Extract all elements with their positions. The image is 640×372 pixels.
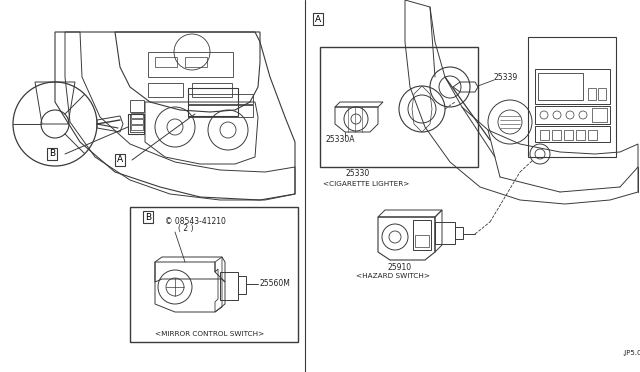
Bar	[131, 113, 143, 118]
Bar	[130, 114, 144, 132]
Bar	[188, 94, 253, 104]
Text: ( 2 ): ( 2 )	[178, 224, 193, 234]
Bar	[435, 222, 455, 244]
Bar	[192, 83, 232, 97]
Bar	[592, 108, 607, 122]
Bar	[588, 88, 596, 100]
Bar	[455, 227, 463, 239]
Bar	[415, 235, 429, 247]
Bar	[185, 57, 207, 67]
Text: 25560M: 25560M	[260, 279, 291, 289]
Text: 25910: 25910	[388, 263, 412, 272]
Bar	[576, 130, 585, 140]
Text: A: A	[315, 15, 321, 23]
Bar	[188, 105, 253, 117]
Bar	[130, 100, 144, 112]
Text: <HAZARD SWITCH>: <HAZARD SWITCH>	[356, 273, 430, 279]
Text: 25339: 25339	[494, 73, 518, 81]
Bar	[148, 52, 233, 77]
Bar	[538, 73, 583, 100]
Text: 25330A: 25330A	[325, 135, 355, 144]
Text: A: A	[117, 155, 123, 164]
Bar	[535, 126, 610, 142]
Bar	[540, 130, 549, 140]
Text: <MIRROR CONTROL SWITCH>: <MIRROR CONTROL SWITCH>	[155, 331, 264, 337]
Bar	[220, 272, 238, 300]
Text: B: B	[49, 150, 55, 158]
Bar	[598, 88, 606, 100]
Bar	[130, 207, 298, 342]
Text: .JP5.00<: .JP5.00<	[622, 350, 640, 356]
Bar	[528, 37, 616, 157]
Bar	[155, 57, 177, 67]
Bar	[535, 106, 610, 124]
Bar	[320, 47, 478, 167]
Bar	[148, 83, 183, 97]
Text: 25330: 25330	[345, 170, 369, 179]
Bar	[131, 119, 143, 124]
Text: © 08543-41210: © 08543-41210	[165, 217, 226, 225]
Bar	[535, 69, 610, 104]
Bar	[588, 130, 597, 140]
Bar	[552, 130, 561, 140]
Bar	[128, 114, 144, 134]
Bar	[238, 276, 246, 294]
Bar	[564, 130, 573, 140]
Bar	[131, 125, 143, 130]
Bar	[413, 220, 431, 250]
Text: <CIGARETTE LIGHTER>: <CIGARETTE LIGHTER>	[323, 181, 410, 187]
Bar	[188, 88, 238, 116]
Text: B: B	[145, 212, 151, 221]
